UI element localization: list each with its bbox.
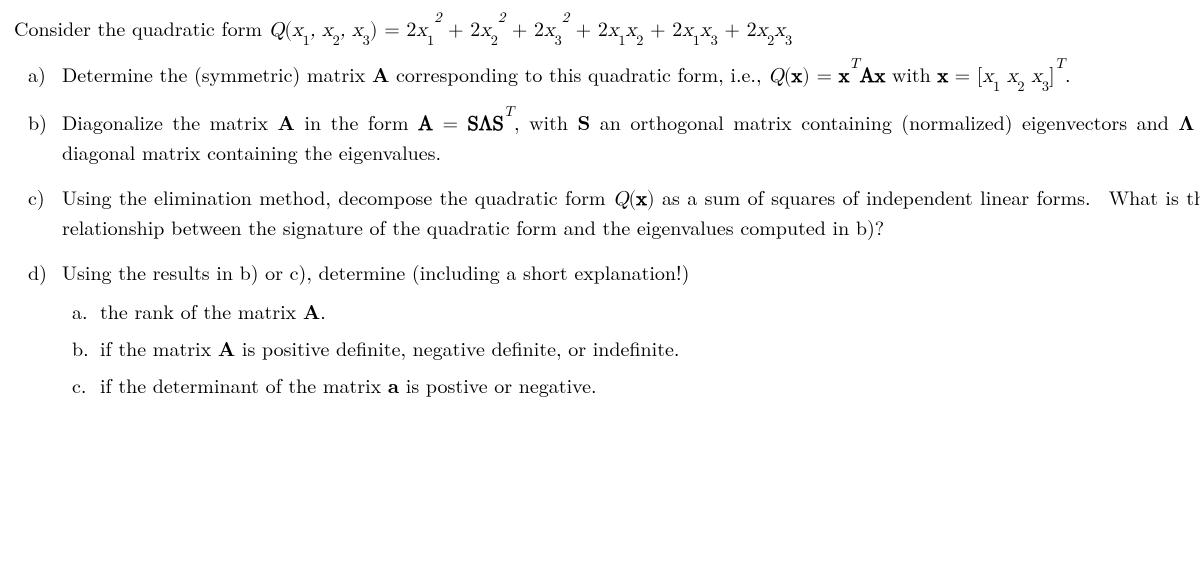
part-text: Determine the (symmetric) matrix A corre… (62, 59, 1071, 88)
part-text: Using the results in b) or c), determine… (62, 257, 689, 286)
part-c: c) Using the elimination method, decompo… (54, 183, 1200, 240)
subpart-text: if the determinant of the matrix a is po… (100, 370, 597, 399)
subpart-a: a. the rank of the matrix A. (94, 297, 1200, 324)
subpart-marker: b. (72, 334, 89, 361)
part-b: b) Diagonalize the matrix A in the form … (54, 108, 1200, 165)
subpart-c: c. if the determinant of the matrix a is… (94, 371, 1200, 398)
subparts-list: a. the rank of the matrix A. b. if the m… (62, 297, 1200, 398)
subpart-marker: a. (72, 297, 88, 324)
problem-parts-list: a) Determine the (symmetric) matrix A co… (14, 60, 1200, 398)
subpart-b: b. if the matrix A is positive definite,… (94, 334, 1200, 361)
part-marker: a) (28, 60, 46, 87)
subpart-text: if the matrix A is positive definite, ne… (100, 333, 679, 362)
intro-text: Consider the quadratic form (14, 13, 269, 42)
part-marker: d) (28, 258, 47, 285)
part-marker: b) (28, 108, 47, 135)
part-text: Using the elimination method, decompose … (62, 182, 1200, 241)
part-a: a) Determine the (symmetric) matrix A co… (54, 60, 1200, 90)
intro-formula: Q(x1, x2, x3) = 2x12 + 2x22 + 2x32 + 2x1… (269, 13, 792, 42)
subpart-text: the rank of the matrix A. (100, 296, 326, 325)
subpart-marker: c. (72, 371, 86, 398)
part-text: Diagonalize the matrix A in the form A =… (62, 107, 1200, 166)
problem-intro: Consider the quadratic form Q(x1, x2, x3… (14, 14, 1200, 44)
part-marker: c) (28, 183, 45, 210)
part-d: d) Using the results in b) or c), determ… (54, 258, 1200, 398)
